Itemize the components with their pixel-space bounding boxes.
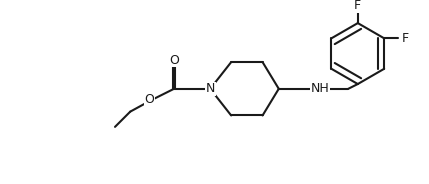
Text: F: F: [354, 0, 361, 13]
Text: O: O: [169, 54, 179, 67]
Text: N: N: [205, 82, 215, 95]
Text: NH: NH: [310, 82, 329, 95]
Text: F: F: [402, 32, 409, 45]
Text: O: O: [144, 93, 154, 106]
